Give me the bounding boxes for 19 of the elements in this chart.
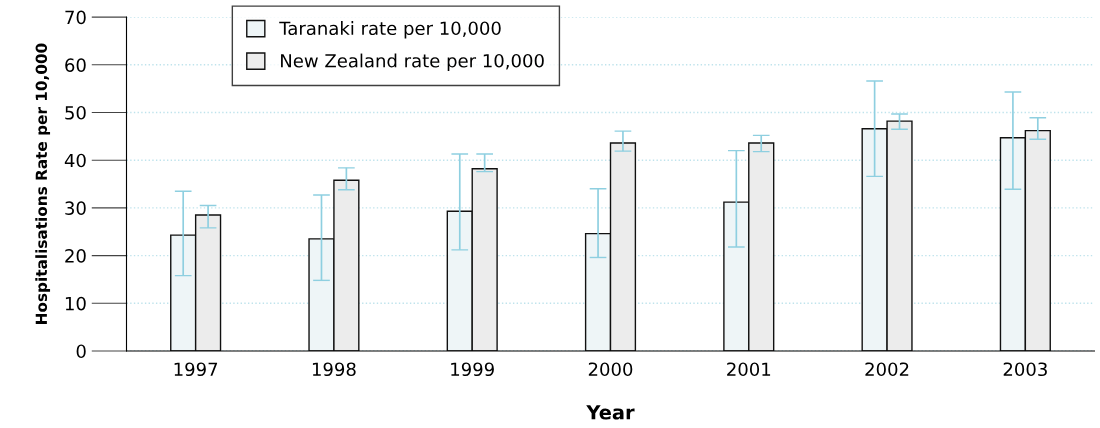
legend-label: Taranaki rate per 10,000	[279, 21, 501, 39]
x-tick-label: 2000	[588, 362, 633, 377]
y-tick-label: 10	[65, 296, 86, 311]
x-axis-title: Year	[586, 405, 635, 420]
x-tick-label: 2003	[1003, 362, 1047, 377]
y-tick-label: 0	[76, 344, 86, 359]
y-tick-label: 60	[65, 58, 86, 72]
y-tick-label: 40	[64, 153, 86, 168]
y-tick-label: 20	[65, 249, 86, 263]
x-tick-label: 2002	[865, 362, 909, 377]
x-tick-label: 1997	[174, 362, 218, 377]
y-axis-title: Hospitalisations Rate per 10,000	[35, 43, 51, 324]
x-tick-label: 1999	[451, 362, 494, 377]
y-tick-label: 50	[65, 105, 86, 120]
x-tick-label: 1998	[312, 362, 356, 377]
legend-label: New Zealand rate per 10,000	[281, 53, 544, 72]
x-tick-label: 2001	[727, 362, 771, 377]
y-tick-label: 30	[65, 201, 86, 215]
y-tick-label: 70	[65, 10, 86, 25]
